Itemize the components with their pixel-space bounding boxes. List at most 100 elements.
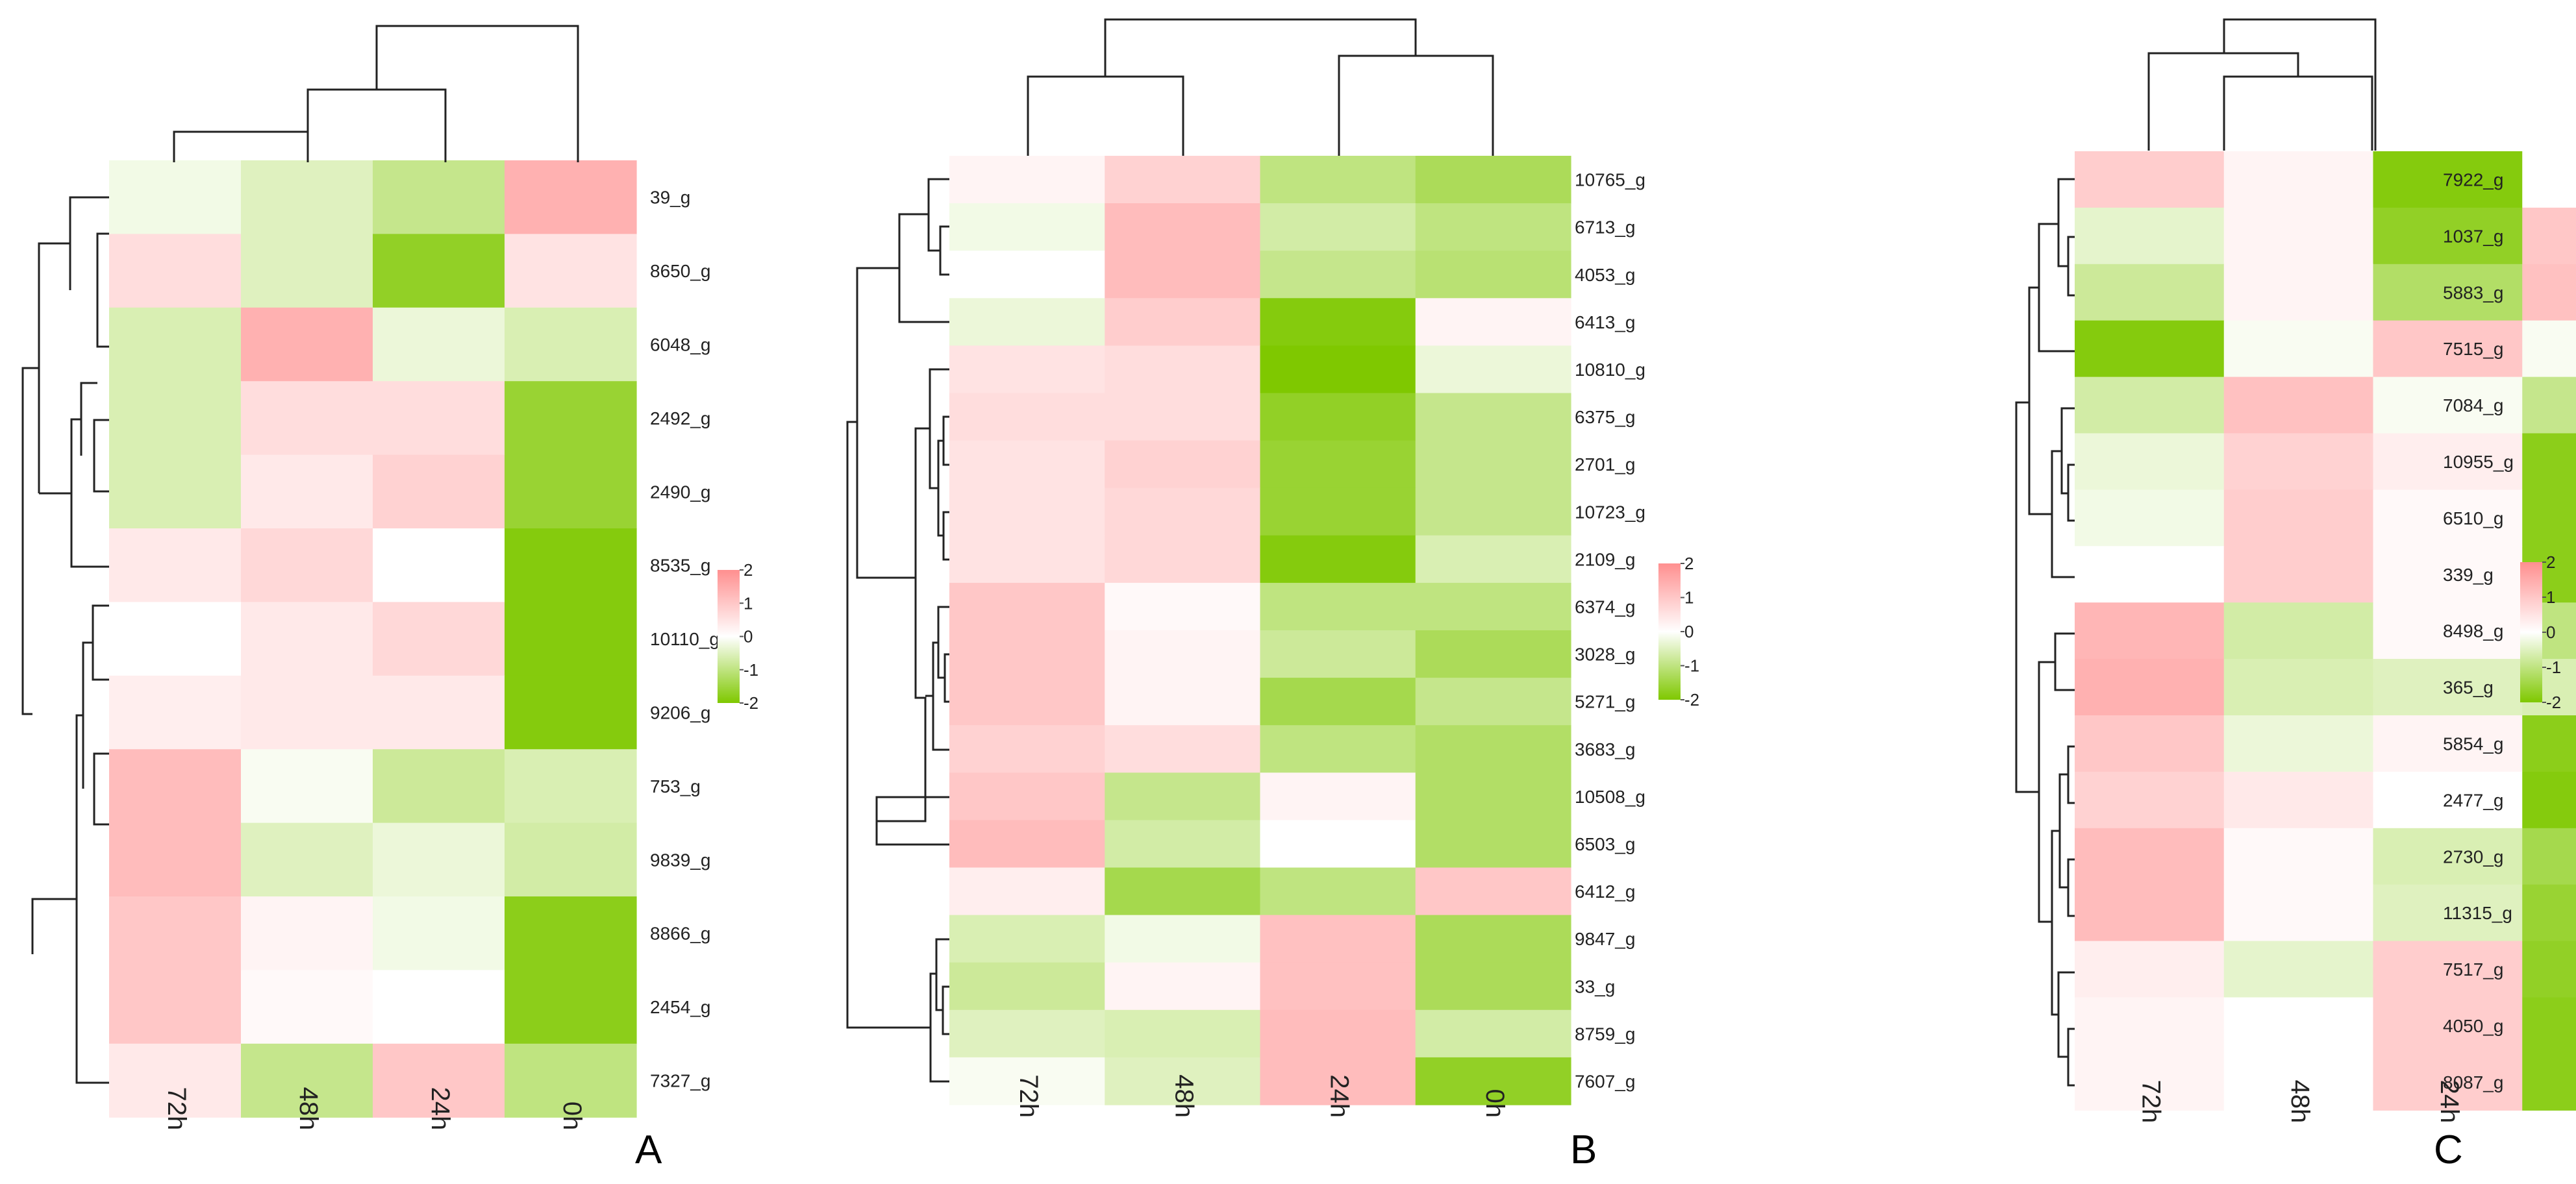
colorbar-tick-label: 0 bbox=[2546, 623, 2555, 642]
row-labels-b: 10765_g 6713_g 4053_g 6413_g 10810_g 6375_g 27… bbox=[1575, 170, 1645, 1092]
heatmap-cell bbox=[2223, 151, 2374, 208]
heatmap-cell bbox=[109, 1043, 242, 1118]
heatmap-cell bbox=[2522, 715, 2576, 772]
heatmap-cell bbox=[949, 867, 1105, 916]
heatmap-cell bbox=[1105, 393, 1261, 441]
heatmap-cell bbox=[949, 820, 1105, 869]
heatmap-cell bbox=[2373, 264, 2523, 321]
row-label: 9206_g bbox=[650, 703, 710, 723]
heatmap-cell bbox=[241, 896, 373, 970]
heatmap-cell bbox=[1105, 820, 1261, 869]
heatmap-cell bbox=[1105, 440, 1261, 489]
colorbar-tick-label: 1 bbox=[2546, 587, 2555, 607]
heatmap-cell bbox=[1260, 867, 1416, 916]
colorbar-tick-label: -1 bbox=[1684, 656, 1699, 676]
row-label: 10765_g bbox=[1575, 170, 1645, 190]
heatmap-cell bbox=[2223, 546, 2374, 603]
heatmap-cell bbox=[949, 962, 1105, 1011]
heatmap-cell bbox=[2223, 884, 2374, 942]
heatmap-cell bbox=[1415, 535, 1571, 584]
heatmap-cell bbox=[241, 822, 373, 897]
row-label: 2492_g bbox=[650, 408, 710, 428]
heatmap-cell bbox=[2075, 828, 2225, 885]
heatmap-cell bbox=[2522, 771, 2576, 829]
heatmap-cell bbox=[373, 602, 505, 676]
heatmap-cell bbox=[2373, 489, 2523, 547]
row-label: 10723_g bbox=[1575, 502, 1645, 522]
heatmap-cell bbox=[2075, 376, 2225, 434]
heatmap-cell bbox=[373, 234, 505, 308]
colorbar-tick-label: 1 bbox=[744, 593, 753, 613]
heatmap-cell bbox=[2373, 320, 2523, 378]
heatmap-cell bbox=[2223, 659, 2374, 716]
heatmap-cell bbox=[949, 440, 1105, 489]
heatmap-cell bbox=[505, 896, 637, 970]
heatmap-cell bbox=[2075, 715, 2225, 772]
heatmap-panel-a: 39_g 8650_g 6048_g 2492_g 2490_g 8535_g 10110_… bbox=[21, 25, 758, 1172]
panel-label-c: C bbox=[2434, 1128, 2463, 1172]
row-label: 339_g bbox=[2443, 565, 2494, 585]
colorbar-tick-label: 2 bbox=[1684, 554, 1694, 573]
heatmap-cell bbox=[1415, 440, 1571, 489]
heatmap-cell bbox=[373, 160, 505, 234]
heatmap-cell bbox=[241, 1043, 373, 1118]
heatmap-cell bbox=[109, 307, 242, 382]
heatmap-cell bbox=[949, 203, 1105, 251]
heatmap-cell bbox=[949, 393, 1105, 441]
row-label: 6375_g bbox=[1575, 407, 1635, 427]
heatmap-cell bbox=[1105, 156, 1261, 204]
row-dendrogram-a bbox=[21, 196, 109, 1084]
heatmap-cell bbox=[2223, 489, 2374, 547]
heatmap-cell bbox=[109, 234, 242, 308]
heatmap-cell bbox=[109, 381, 242, 456]
heatmap-cell bbox=[949, 772, 1105, 820]
heatmap-cell bbox=[1260, 251, 1416, 299]
row-label: 39_g bbox=[650, 188, 690, 208]
row-label: 6048_g bbox=[650, 335, 710, 355]
heatmap-cell bbox=[1415, 345, 1571, 394]
heatmap-cell bbox=[2373, 659, 2523, 716]
heatmap-cell bbox=[1415, 820, 1571, 869]
heatmap-cell bbox=[949, 1009, 1105, 1058]
row-label: 7327_g bbox=[650, 1071, 710, 1091]
heatmap-cell bbox=[1105, 345, 1261, 394]
row-label: 6412_g bbox=[1575, 882, 1635, 902]
heatmap-cell bbox=[1415, 630, 1571, 678]
heatmap-cell bbox=[2373, 207, 2523, 265]
heatmap-cell bbox=[241, 454, 373, 529]
row-dendrogram-c bbox=[2015, 178, 2075, 1087]
heatmap-cell bbox=[505, 970, 637, 1044]
row-label: 4053_g bbox=[1575, 265, 1635, 285]
heatmap-cell bbox=[1105, 487, 1261, 536]
row-labels-c: 7922_g 1037_g 5883_g 7515_g 7084_g 10955_g 651… bbox=[2443, 169, 2514, 1092]
heatmap-cell bbox=[949, 582, 1105, 631]
row-label: 8866_g bbox=[650, 924, 710, 944]
heatmap-cell bbox=[1260, 440, 1416, 489]
heatmap-cell bbox=[2522, 1054, 2576, 1111]
row-label: 6713_g bbox=[1575, 217, 1635, 238]
heatmap-cell bbox=[1260, 1009, 1416, 1058]
heatmap-cell bbox=[2223, 207, 2374, 265]
row-label: 7607_g bbox=[1575, 1071, 1635, 1091]
heatmap-cells-b bbox=[949, 156, 1571, 1105]
panel-label-b: B bbox=[1570, 1128, 1597, 1172]
row-label: 365_g bbox=[2443, 678, 2494, 698]
heatmap-cell bbox=[1105, 203, 1261, 251]
column-label: 72h bbox=[162, 1087, 191, 1130]
row-label: 6503_g bbox=[1575, 834, 1635, 854]
heatmap-cell bbox=[1105, 535, 1261, 584]
heatmap-cell bbox=[2075, 320, 2225, 378]
heatmap-cell bbox=[1105, 298, 1261, 346]
heatmap-cell bbox=[1105, 251, 1261, 299]
heatmap-cell bbox=[2075, 997, 2225, 1054]
panel-label-a: A bbox=[635, 1128, 662, 1172]
heatmap-cell bbox=[373, 822, 505, 897]
heatmap-cell bbox=[1415, 725, 1571, 773]
heatmap-cell bbox=[505, 454, 637, 529]
heatmap-cell bbox=[1260, 678, 1416, 726]
heatmap-cell bbox=[1105, 582, 1261, 631]
row-label: 2701_g bbox=[1575, 454, 1635, 475]
heatmap-cell bbox=[1105, 1057, 1261, 1105]
row-label: 9847_g bbox=[1575, 929, 1635, 949]
heatmap-cell bbox=[1105, 915, 1261, 963]
